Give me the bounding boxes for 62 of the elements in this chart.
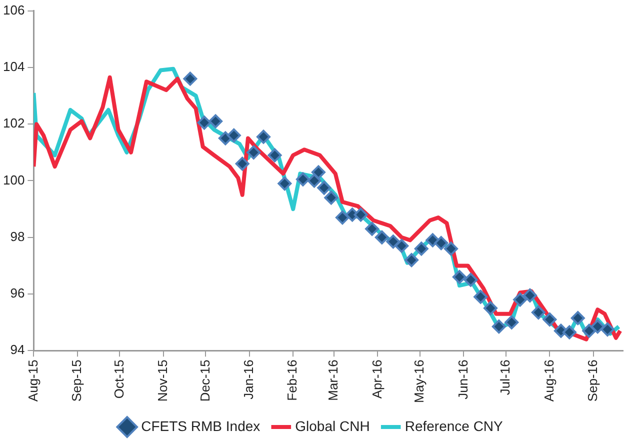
point <box>492 320 506 334</box>
point <box>386 234 400 249</box>
x-tick-label: Sep-15 <box>68 360 84 402</box>
y-tick-label: 96 <box>10 286 25 301</box>
point <box>296 172 310 186</box>
point <box>570 311 585 326</box>
point <box>542 312 557 326</box>
x-tick-label: Oct-15 <box>111 360 126 399</box>
point <box>513 292 528 307</box>
point <box>246 145 261 160</box>
point <box>317 180 332 195</box>
legend-label: Global CNH <box>295 418 370 434</box>
legend-label: CFETS RMB Index <box>141 418 260 434</box>
x-tick-label: Jan-16 <box>240 360 256 400</box>
point <box>522 288 537 302</box>
y-tick-label: 102 <box>2 116 25 131</box>
point <box>404 253 419 268</box>
point <box>235 156 250 171</box>
point <box>414 242 428 256</box>
legend-label: Reference CNY <box>404 418 504 434</box>
point <box>354 208 368 222</box>
x-tick-label: Mar-16 <box>326 360 341 401</box>
point <box>311 165 326 180</box>
point <box>562 325 576 340</box>
y-tick-label: 100 <box>2 172 25 188</box>
point <box>374 230 389 244</box>
point <box>452 270 466 284</box>
y-tick-label: 104 <box>2 59 25 74</box>
y-tick-label: 106 <box>2 2 25 18</box>
point <box>590 320 605 334</box>
x-tick-label: Dec-15 <box>197 360 212 402</box>
point <box>208 114 223 128</box>
x-tick-label: Jul-16 <box>498 360 513 396</box>
point <box>365 222 380 236</box>
point <box>197 116 212 130</box>
point <box>582 324 596 338</box>
x-tick-label: May-16 <box>412 360 427 404</box>
y-tick-label: 98 <box>10 228 25 244</box>
point <box>278 176 292 191</box>
x-tick-label: Feb-16 <box>284 360 300 401</box>
point <box>394 238 409 253</box>
x-tick-label: Nov-15 <box>154 360 170 402</box>
point <box>531 305 546 320</box>
point <box>483 301 498 316</box>
point <box>183 72 198 86</box>
point <box>474 290 488 304</box>
point <box>434 236 448 250</box>
x-tick-label: Apr-16 <box>369 360 384 399</box>
point <box>464 272 478 287</box>
point <box>268 148 282 162</box>
point <box>324 190 338 205</box>
x-tick-label: Aug-16 <box>541 360 556 402</box>
point <box>335 210 350 225</box>
point <box>504 315 519 330</box>
x-tick-label: Sep-16 <box>584 360 600 402</box>
y-tick-label: 94 <box>10 342 25 358</box>
x-tick-label: Aug-15 <box>25 360 40 402</box>
x-tick-label: Jun-16 <box>455 360 470 400</box>
point <box>226 128 241 142</box>
point <box>256 130 270 144</box>
point <box>444 242 458 256</box>
point <box>600 322 614 336</box>
